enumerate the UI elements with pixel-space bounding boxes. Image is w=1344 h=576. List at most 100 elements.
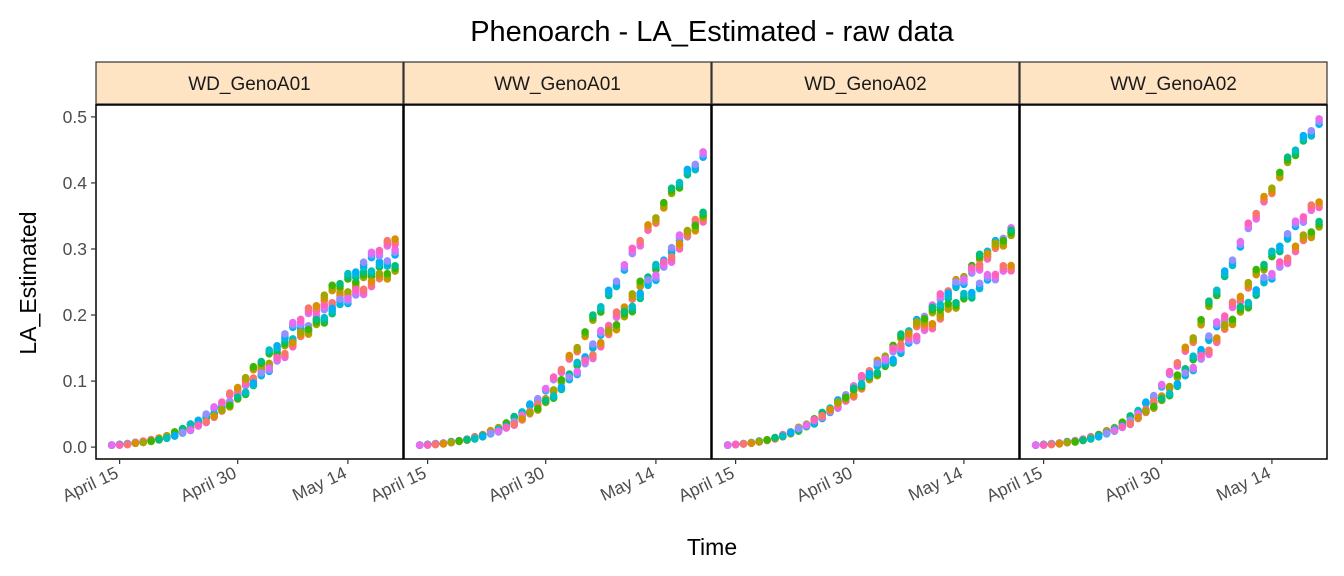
data-point bbox=[1134, 413, 1142, 422]
data-point bbox=[581, 356, 589, 365]
data-point bbox=[636, 277, 644, 286]
data-point bbox=[1150, 397, 1158, 406]
data-point bbox=[952, 278, 960, 286]
data-point bbox=[597, 338, 605, 347]
data-point bbox=[233, 393, 242, 402]
data-point bbox=[810, 416, 819, 424]
data-point bbox=[747, 439, 756, 447]
data-point bbox=[1071, 438, 1079, 446]
data-point bbox=[1252, 286, 1260, 294]
data-points bbox=[723, 224, 1015, 450]
data-point bbox=[304, 325, 313, 334]
data-point bbox=[1299, 231, 1308, 239]
data-point bbox=[557, 365, 566, 374]
data-point bbox=[581, 328, 589, 336]
data-point bbox=[573, 367, 581, 376]
facet-strip bbox=[1019, 61, 1328, 105]
data-point bbox=[383, 236, 392, 245]
data-point bbox=[597, 326, 605, 335]
data-point bbox=[675, 178, 684, 187]
data-point bbox=[359, 285, 368, 294]
panel-border bbox=[1019, 104, 1328, 460]
data-point bbox=[202, 410, 210, 418]
data-point bbox=[936, 300, 945, 309]
data-point bbox=[494, 427, 503, 436]
data-point bbox=[912, 318, 921, 326]
facet-panel: WD_GenoA01 April 15 April 30 May 14 bbox=[59, 61, 404, 506]
data-point bbox=[320, 291, 329, 300]
data-point bbox=[1205, 297, 1213, 306]
data-point bbox=[1094, 432, 1103, 441]
data-point bbox=[1189, 334, 1197, 342]
data-point bbox=[628, 290, 637, 298]
data-point bbox=[383, 269, 392, 278]
data-point bbox=[1181, 369, 1190, 377]
data-point bbox=[1031, 441, 1040, 449]
data-point bbox=[755, 437, 763, 446]
data-point bbox=[628, 302, 637, 311]
data-point bbox=[975, 261, 984, 269]
y-axis: 0.0 0.1 0.2 0.3 0.4 0.5 bbox=[63, 107, 96, 457]
data-point bbox=[1260, 273, 1268, 282]
data-point bbox=[1315, 115, 1323, 123]
data-point bbox=[699, 208, 707, 217]
data-point bbox=[652, 214, 660, 222]
data-point bbox=[975, 250, 984, 259]
data-point bbox=[431, 440, 440, 449]
data-point bbox=[178, 428, 187, 437]
data-point bbox=[233, 383, 242, 392]
data-point bbox=[123, 440, 132, 449]
data-point bbox=[1307, 228, 1316, 236]
data-point bbox=[107, 441, 116, 449]
data-point bbox=[367, 248, 376, 257]
data-point bbox=[991, 270, 1000, 279]
y-tick-label: 0.2 bbox=[63, 305, 87, 325]
data-point bbox=[1244, 298, 1253, 307]
data-point bbox=[534, 404, 542, 413]
data-point bbox=[131, 439, 140, 447]
data-points bbox=[1031, 115, 1323, 450]
data-point bbox=[675, 239, 684, 248]
data-point bbox=[739, 440, 748, 448]
x-tick-label: May 14 bbox=[597, 462, 658, 504]
data-point bbox=[763, 436, 771, 444]
data-point bbox=[439, 439, 448, 448]
data-point bbox=[897, 330, 905, 338]
data-point bbox=[359, 258, 368, 267]
data-point bbox=[920, 314, 929, 323]
data-point bbox=[1173, 359, 1182, 367]
data-point bbox=[1228, 315, 1237, 324]
data-point bbox=[779, 432, 787, 440]
data-point bbox=[147, 437, 155, 445]
data-point bbox=[691, 215, 700, 224]
data-point bbox=[1260, 260, 1268, 269]
data-point bbox=[471, 434, 479, 443]
data-point bbox=[1197, 345, 1205, 354]
x-tick-label: May 14 bbox=[905, 462, 966, 504]
data-point bbox=[636, 289, 644, 298]
data-point bbox=[1047, 440, 1056, 449]
data-point bbox=[1315, 217, 1323, 226]
data-point bbox=[241, 373, 250, 382]
data-point bbox=[1268, 247, 1276, 256]
data-point bbox=[312, 302, 321, 310]
data-point bbox=[455, 437, 463, 445]
x-tick-label: April 30 bbox=[485, 462, 547, 505]
data-point bbox=[589, 351, 597, 359]
data-point bbox=[155, 435, 163, 444]
data-point bbox=[865, 369, 874, 378]
data-point bbox=[115, 441, 124, 449]
data-point bbox=[352, 268, 360, 276]
data-point bbox=[1252, 209, 1260, 218]
facet-strip-label: WD_GenoA02 bbox=[804, 74, 927, 95]
data-point bbox=[675, 231, 684, 239]
data-point bbox=[573, 343, 581, 352]
data-point bbox=[975, 279, 984, 288]
data-point bbox=[1236, 292, 1245, 301]
y-axis-title: LA_Estimated bbox=[15, 211, 41, 354]
data-point bbox=[644, 276, 652, 284]
data-point bbox=[1252, 265, 1260, 274]
data-point bbox=[1228, 256, 1237, 265]
data-point bbox=[170, 431, 179, 440]
data-point bbox=[549, 373, 558, 381]
